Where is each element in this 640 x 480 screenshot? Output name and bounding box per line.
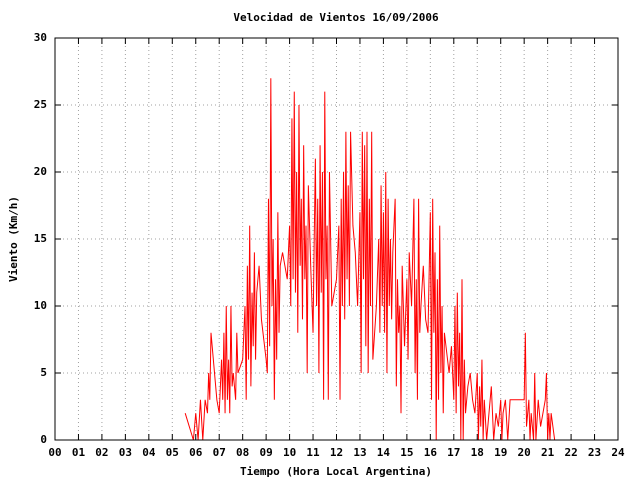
chart-title: Velocidad de Vientos 16/09/2006 (233, 11, 439, 24)
y-tick-label: 10 (34, 299, 47, 312)
x-tick-label: 23 (588, 446, 601, 459)
x-tick-label: 19 (494, 446, 507, 459)
wind-line (184, 78, 556, 441)
x-tick-label: 18 (471, 446, 484, 459)
x-tick-label: 13 (353, 446, 366, 459)
x-tick-label: 21 (541, 446, 555, 459)
x-tick-label: 20 (518, 446, 531, 459)
x-tick-label: 04 (142, 446, 156, 459)
x-tick-label: 09 (260, 446, 273, 459)
x-tick-label: 06 (189, 446, 203, 459)
x-tick-label: 14 (377, 446, 391, 459)
x-tick-label: 03 (119, 446, 132, 459)
y-tick-label: 5 (40, 366, 47, 379)
x-tick-label: 05 (166, 446, 179, 459)
x-tick-label: 24 (611, 446, 625, 459)
y-tick-label: 30 (34, 31, 47, 44)
y-tick-label: 25 (34, 98, 47, 111)
x-tick-label: 11 (306, 446, 320, 459)
x-tick-label: 00 (48, 446, 61, 459)
plot (184, 78, 556, 441)
y-axis-label: Viento (Km/h) (7, 196, 20, 282)
plot-border (54, 37, 619, 441)
x-tick-label: 12 (330, 446, 343, 459)
x-tick-label: 16 (424, 446, 438, 459)
x-tick-label: 02 (95, 446, 108, 459)
y-tick-label: 0 (40, 433, 47, 446)
x-tick-label: 15 (400, 446, 413, 459)
x-tick-label: 01 (72, 446, 86, 459)
x-axis-label: Tiempo (Hora Local Argentina) (240, 465, 432, 478)
x-tick-label: 07 (213, 446, 226, 459)
x-tick-label: 10 (283, 446, 296, 459)
y-tick-label: 15 (34, 232, 47, 245)
y-tick-label: 20 (34, 165, 47, 178)
x-tick-label: 08 (236, 446, 249, 459)
x-tick-label: 22 (564, 446, 577, 459)
x-tick-label: 17 (447, 446, 460, 459)
